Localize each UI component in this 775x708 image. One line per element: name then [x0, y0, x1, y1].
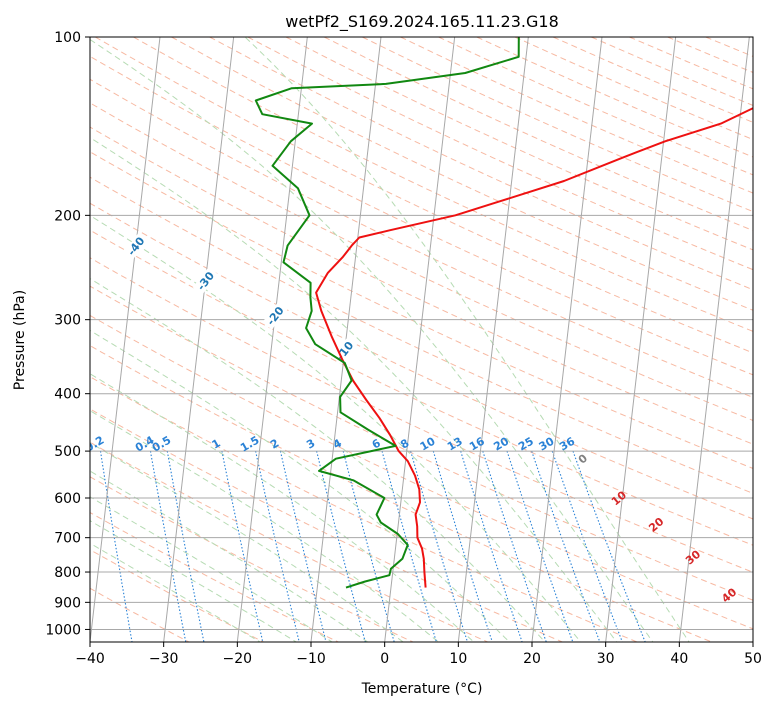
- x-tick-label: 20: [523, 651, 541, 667]
- y-tick-label: 900: [54, 595, 81, 611]
- plot-area: 0.10.20.40.511.52346810131620253036-100-…: [90, 37, 753, 642]
- x-tick-label: −20: [223, 651, 253, 667]
- x-tick-label: −10: [296, 651, 326, 667]
- x-axis-title: Temperature (°C): [361, 681, 483, 697]
- moist-adiabat-line: [244, 37, 690, 642]
- y-tick-label: 300: [54, 313, 81, 329]
- x-tick-label: −30: [149, 651, 179, 667]
- y-axis: 100 200 300 400 500 600 700 800 900 1000: [45, 30, 90, 638]
- isotherm-line: [457, 37, 529, 642]
- dry-adiabat-line: [94, 37, 753, 354]
- y-tick-label: 600: [54, 491, 81, 507]
- profile-series: [254, 37, 753, 589]
- moist-adiabat-line: [90, 136, 618, 642]
- isotherm-label-bg: [123, 232, 149, 260]
- isotherm-label-bg: [192, 266, 219, 295]
- isotherm-line: [384, 37, 456, 642]
- isotherm-line: [678, 37, 750, 642]
- isotherm-line: [531, 37, 603, 642]
- x-tick-label: 40: [670, 651, 688, 667]
- y-tick-label: 100: [54, 30, 81, 46]
- y-tick-label: 500: [54, 444, 81, 460]
- dry-adiabat-line: [90, 126, 753, 445]
- dewpoint-profile-line: [254, 37, 520, 589]
- x-tick-label: 0: [380, 651, 389, 667]
- isotherm-line: [90, 37, 161, 642]
- chart-title: wetPf2_S169.2024.165.11.23.G18: [285, 12, 559, 32]
- isotherm-line: [605, 37, 677, 642]
- y-tick-label: 700: [54, 531, 81, 547]
- x-tick-label: 30: [597, 651, 615, 667]
- x-tick-label: 10: [449, 651, 467, 667]
- moist-adiabat-line: [90, 542, 262, 642]
- temperature-profile-line: [315, 107, 753, 588]
- x-tick-label: −40: [75, 651, 105, 667]
- moist-adiabat-line: [90, 278, 546, 642]
- dry-adiabat-line: [90, 151, 753, 469]
- y-tick-label: 1000: [45, 622, 81, 638]
- moist-adiabat-line: [90, 520, 298, 642]
- x-tick-label: 50: [744, 651, 762, 667]
- y-tick-label: 200: [54, 208, 81, 224]
- y-tick-label: 400: [54, 387, 81, 403]
- isotherm-label-bg: [331, 336, 358, 365]
- isotherm-line: [163, 37, 235, 642]
- plot-frame: [89, 36, 754, 643]
- x-axis: −40 −30 −20 −10 0 10 20 30 40 50: [75, 642, 762, 667]
- dry-adiabat-line: [90, 511, 340, 642]
- y-tick-label: 800: [54, 565, 81, 581]
- y-axis-title: Pressure (hPa): [12, 290, 28, 390]
- dry-adiabat-line: [90, 55, 753, 376]
- dry-adiabat-line: [90, 102, 753, 422]
- isotherm-label-bg: [262, 301, 288, 330]
